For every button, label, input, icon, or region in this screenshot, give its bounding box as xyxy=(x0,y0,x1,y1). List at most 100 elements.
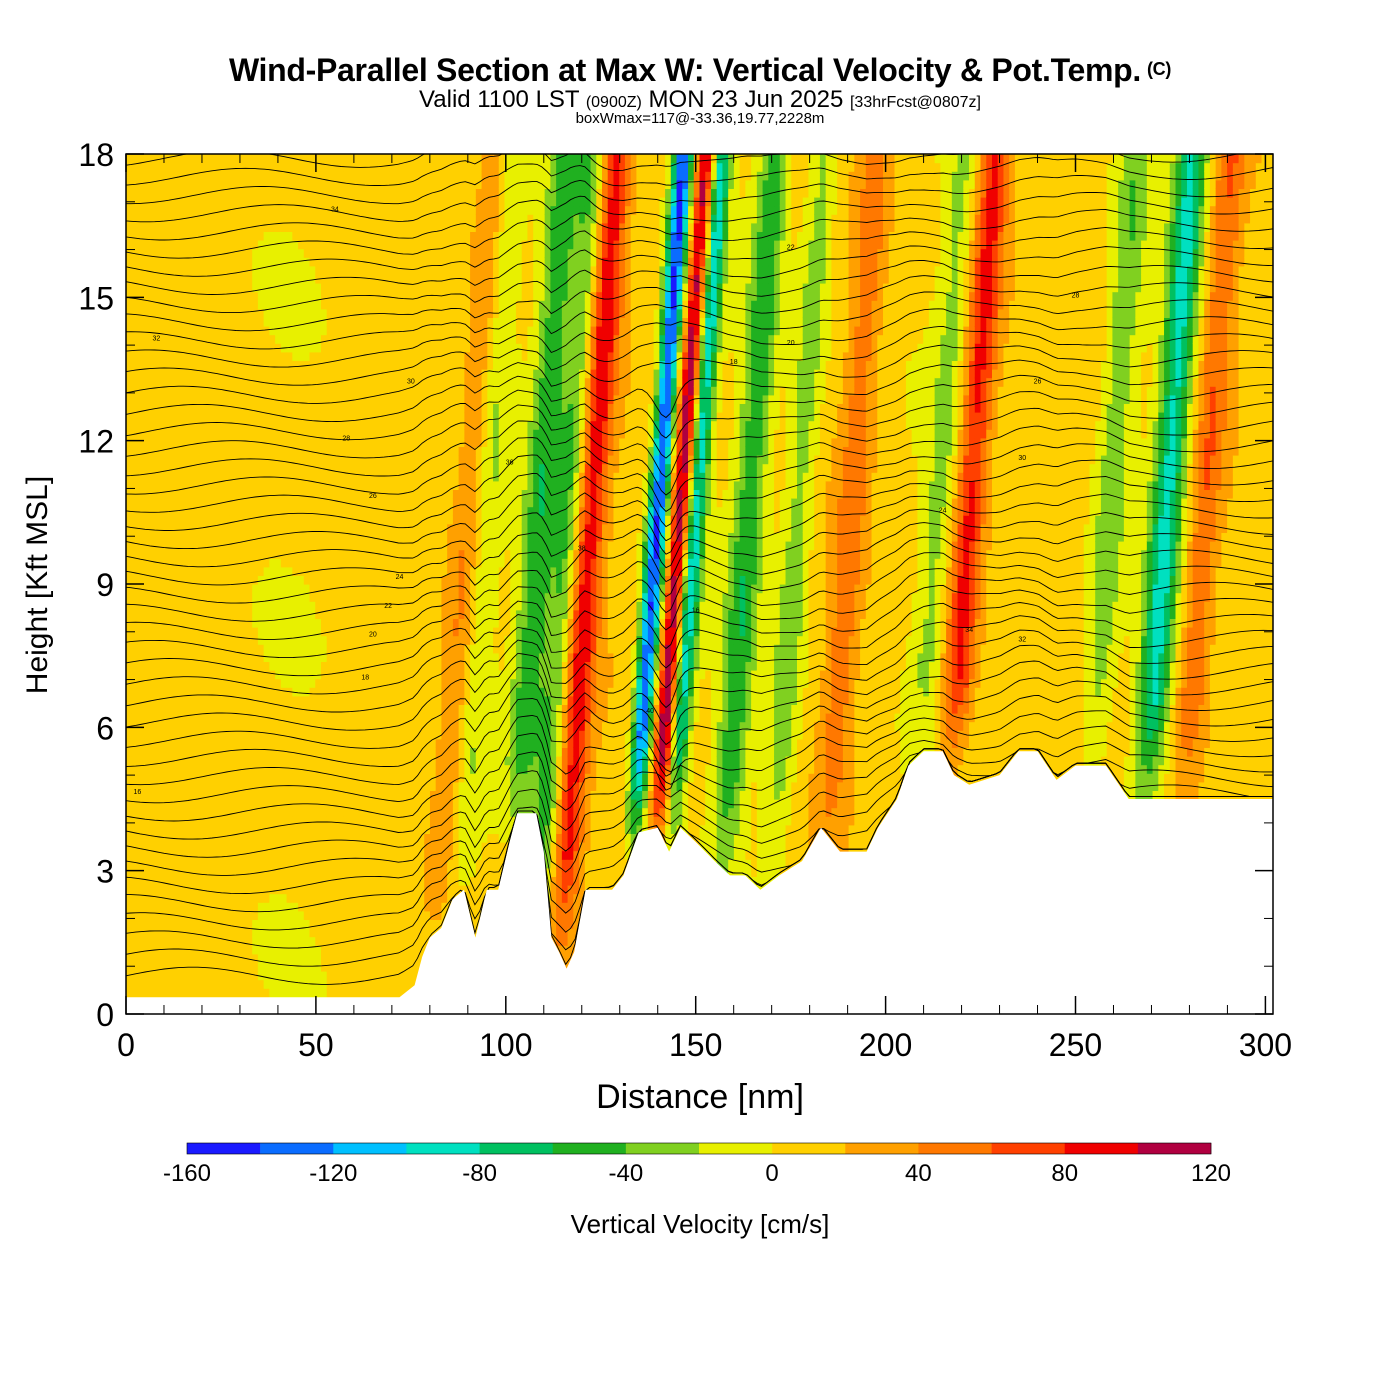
velocity-cell xyxy=(355,652,362,662)
velocity-cell xyxy=(366,334,374,344)
velocity-cell xyxy=(234,154,242,164)
velocity-cell xyxy=(206,214,213,224)
velocity-cell xyxy=(298,506,305,516)
velocity-cell xyxy=(389,480,397,490)
velocity-cell xyxy=(343,369,351,379)
velocity-cell xyxy=(252,257,259,267)
velocity-cell xyxy=(320,962,328,972)
velocity-cell xyxy=(320,902,328,912)
velocity-cell xyxy=(183,403,190,413)
velocity-cell xyxy=(361,816,368,826)
velocity-cell xyxy=(171,566,179,576)
velocity-cell xyxy=(177,635,184,645)
velocity-cell xyxy=(137,446,144,456)
velocity-cell xyxy=(263,326,270,336)
velocity-cell xyxy=(246,971,253,981)
velocity-cell xyxy=(212,326,219,336)
velocity-cell xyxy=(401,790,408,800)
velocity-cell xyxy=(183,455,190,465)
velocity-cell xyxy=(200,764,207,774)
velocity-cell xyxy=(263,919,270,929)
velocity-cell xyxy=(326,773,334,783)
velocity-cell xyxy=(280,867,288,877)
velocity-cell xyxy=(137,412,144,422)
velocity-cell xyxy=(177,412,184,422)
velocity-cell xyxy=(171,420,179,430)
velocity-cell xyxy=(200,429,207,439)
velocity-cell xyxy=(349,334,356,344)
velocity-cell xyxy=(275,850,282,860)
velocity-cell xyxy=(200,738,207,748)
velocity-cell xyxy=(309,171,316,181)
velocity-cell xyxy=(378,343,385,353)
velocity-cell xyxy=(240,609,248,619)
velocity-cell xyxy=(401,661,408,671)
velocity-cell xyxy=(366,197,374,207)
velocity-cell xyxy=(229,283,236,293)
velocity-cell xyxy=(269,893,276,903)
velocity-cell xyxy=(349,609,356,619)
velocity-cell xyxy=(401,154,408,164)
velocity-cell xyxy=(194,240,202,250)
velocity-cell xyxy=(177,162,184,172)
velocity-cell xyxy=(395,343,402,353)
velocity-cell xyxy=(257,480,265,490)
velocity-cell xyxy=(269,480,276,490)
velocity-cell xyxy=(148,721,156,731)
velocity-cell xyxy=(378,377,385,387)
velocity-cell xyxy=(223,360,230,370)
velocity-cell xyxy=(292,265,299,275)
velocity-cell xyxy=(275,799,282,809)
velocity-cell xyxy=(229,506,236,516)
velocity-cell xyxy=(361,205,368,215)
velocity-cell xyxy=(303,979,311,989)
velocity-cell xyxy=(355,902,362,912)
velocity-cell xyxy=(298,257,305,267)
velocity-cell xyxy=(171,824,179,834)
velocity-cell xyxy=(148,842,156,852)
velocity-cell xyxy=(361,876,368,886)
velocity-cell xyxy=(384,842,391,852)
velocity-cell xyxy=(401,988,408,998)
velocity-cell xyxy=(137,592,144,602)
velocity-cell xyxy=(234,386,242,396)
velocity-cell xyxy=(263,687,270,697)
velocity-cell xyxy=(332,360,339,370)
velocity-cell xyxy=(229,394,236,404)
velocity-cell xyxy=(263,308,270,318)
velocity-cell xyxy=(320,824,328,834)
velocity-cell xyxy=(395,222,402,232)
velocity-cell xyxy=(217,652,225,662)
velocity-cell xyxy=(217,713,225,723)
velocity-cell xyxy=(143,618,150,628)
velocity-cell xyxy=(234,799,242,809)
velocity-cell xyxy=(200,558,207,568)
velocity-cell xyxy=(257,265,265,275)
velocity-cell xyxy=(326,902,334,912)
velocity-cell xyxy=(401,893,408,903)
velocity-cell xyxy=(166,627,173,637)
velocity-cell xyxy=(315,248,322,258)
velocity-cell xyxy=(378,979,385,989)
velocity-cell xyxy=(395,971,402,981)
velocity-cell xyxy=(320,222,328,232)
velocity-cell xyxy=(320,687,328,697)
velocity-cell xyxy=(332,437,339,447)
velocity-cell xyxy=(217,489,225,499)
velocity-cell xyxy=(143,902,150,912)
velocity-cell xyxy=(160,523,167,533)
velocity-cell xyxy=(177,489,184,499)
velocity-cell xyxy=(252,644,259,654)
velocity-cell xyxy=(378,764,385,774)
velocity-cell xyxy=(131,850,139,860)
velocity-cell xyxy=(407,807,414,817)
velocity-cell xyxy=(183,609,190,619)
velocity-cell xyxy=(131,154,139,164)
velocity-cell xyxy=(407,541,414,551)
velocity-cell xyxy=(154,205,162,215)
velocity-cell xyxy=(154,265,162,275)
velocity-cell xyxy=(378,652,385,662)
velocity-cell xyxy=(326,730,334,740)
velocity-cell xyxy=(269,334,276,344)
velocity-cell xyxy=(372,764,379,774)
